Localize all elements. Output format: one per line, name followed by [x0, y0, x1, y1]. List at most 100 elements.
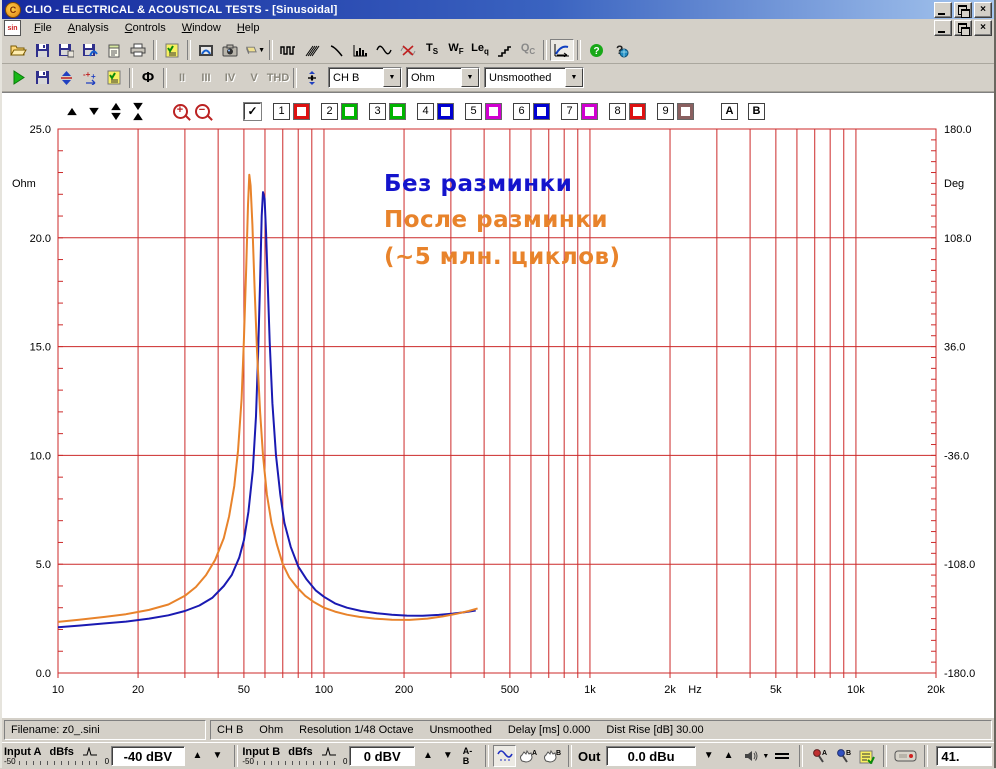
mdi-minimize-button[interactable] [934, 20, 952, 36]
harmonic-2-button[interactable]: II [170, 67, 194, 89]
movie-button[interactable] [194, 39, 218, 61]
curve-3-button[interactable]: 3 [369, 102, 386, 120]
increase-button[interactable]: ▲ [192, 750, 203, 761]
overlay-a-button[interactable]: A [721, 102, 738, 120]
unit-select[interactable]: Ohm ▼ [406, 67, 480, 88]
curve-2-button[interactable]: 2 [321, 102, 338, 120]
increase-button[interactable]: ▲ [422, 750, 433, 761]
store-overlay-button[interactable] [30, 67, 54, 89]
menu-window[interactable]: Window [181, 22, 221, 34]
erase-button[interactable]: ▼ [242, 39, 266, 61]
mdi-close-button[interactable]: × [974, 20, 992, 36]
harmonic-3-button[interactable]: III [194, 67, 218, 89]
print-button[interactable] [126, 39, 150, 61]
svg-text:10k: 10k [847, 684, 865, 696]
help-web-button[interactable]: ? [608, 39, 632, 61]
phase-button[interactable]: Φ [136, 67, 160, 89]
autorange-b-button[interactable]: B [540, 745, 564, 767]
autorange-a-button[interactable]: A [516, 745, 540, 767]
snapshot-button[interactable] [218, 39, 242, 61]
decrease-button[interactable]: ▼ [703, 750, 714, 761]
mls-analysis-button[interactable] [276, 39, 300, 61]
stop-signal-button[interactable] [396, 39, 420, 61]
curve-4-button[interactable]: 4 [417, 102, 434, 120]
settings-button[interactable] [102, 67, 126, 89]
help-button[interactable]: ? [584, 39, 608, 61]
steps-analysis-button[interactable] [492, 39, 516, 61]
increase-button[interactable]: ▲ [723, 750, 734, 761]
menu-help[interactable]: Help [236, 22, 260, 34]
menu-controls[interactable]: Controls [124, 22, 166, 34]
curve-8-button[interactable]: 8 [609, 102, 626, 120]
mic-b-button[interactable]: B [831, 745, 855, 767]
restore-button[interactable] [954, 1, 972, 18]
zoom-out-button[interactable]: − [194, 103, 210, 119]
options-button[interactable] [160, 39, 184, 61]
curve-1-color-checkbox[interactable] [293, 102, 310, 120]
marker-checkbox[interactable]: ✓ [244, 102, 261, 120]
export-graphics-button[interactable] [78, 39, 102, 61]
curve-5-color-checkbox[interactable] [485, 102, 502, 120]
minimize-button[interactable] [934, 1, 952, 18]
curve-6-button[interactable]: 6 [513, 102, 530, 120]
decrease-button[interactable]: ▼ [212, 750, 223, 761]
compress-scale-button[interactable] [130, 102, 146, 120]
generator-wave-button[interactable] [492, 745, 517, 767]
zoom-in-button[interactable]: + [172, 103, 188, 119]
close-button[interactable]: × [974, 1, 992, 18]
separator [924, 745, 929, 767]
active-curve-button[interactable] [550, 39, 574, 61]
curve-8-color-checkbox[interactable] [629, 102, 646, 120]
monitor-speaker-button[interactable] [742, 745, 762, 767]
save-button[interactable] [30, 39, 54, 61]
wf-analysis-button[interactable]: WF [444, 39, 468, 61]
curve-7-button[interactable]: 7 [561, 102, 578, 120]
notes-button[interactable] [102, 39, 126, 61]
save-as-button[interactable] [54, 39, 78, 61]
curve-7-color-checkbox[interactable] [581, 102, 598, 120]
curve-5-button[interactable]: 5 [465, 102, 482, 120]
curve-6-color-checkbox[interactable] [533, 102, 550, 120]
harmonic-4-button[interactable]: IV [218, 67, 242, 89]
phase-icon: Φ [141, 69, 155, 86]
level-lines-icon[interactable] [775, 751, 790, 761]
leq-analysis-button[interactable]: Leq [468, 39, 492, 61]
autoscale-button[interactable] [54, 67, 78, 89]
decrease-button[interactable]: ▼ [442, 750, 453, 761]
ts-analysis-button[interactable]: TS [420, 39, 444, 61]
curve-9-color-checkbox[interactable] [677, 102, 694, 120]
decay-analysis-button[interactable] [324, 39, 348, 61]
pulse-icon [321, 747, 336, 756]
divide-button[interactable] [300, 67, 324, 89]
curve-4-color-checkbox[interactable] [437, 102, 454, 120]
scale-offset-button[interactable]: -+ + [78, 67, 102, 89]
shift-up-button[interactable] [64, 103, 80, 119]
harmonic-5-button[interactable]: V [242, 67, 266, 89]
speaker-dropdown-arrow[interactable]: ▼ [762, 752, 770, 760]
curve-2-color-checkbox[interactable] [341, 102, 358, 120]
curve-1-button[interactable]: 1 [273, 102, 290, 120]
menu-file[interactable]: File [34, 22, 52, 34]
qc-analysis-button[interactable]: QC [516, 39, 540, 61]
mic-a-button[interactable]: A [807, 745, 831, 767]
menu-analysis[interactable]: Analysis [67, 22, 109, 34]
out-label: Out [578, 748, 601, 764]
overlay-b-button[interactable]: B [748, 102, 765, 120]
qc-notes-button[interactable] [855, 745, 879, 767]
shift-down-button[interactable] [86, 103, 102, 119]
checklist-icon [107, 70, 121, 85]
square-wave-icon [280, 45, 295, 55]
rta-analysis-button[interactable] [348, 39, 372, 61]
waterfall-analysis-button[interactable] [300, 39, 324, 61]
go-button[interactable] [6, 67, 30, 89]
expand-scale-button[interactable] [108, 102, 124, 120]
power-status-button[interactable] [891, 745, 921, 767]
mdi-restore-button[interactable] [954, 20, 972, 36]
curve-9-button[interactable]: 9 [657, 102, 674, 120]
curve-3-color-checkbox[interactable] [389, 102, 406, 120]
smoothing-select[interactable]: Unsmoothed ▼ [484, 67, 584, 88]
channel-select[interactable]: CH B ▼ [328, 67, 402, 88]
sinusoidal-analysis-button[interactable] [372, 39, 396, 61]
thd-button[interactable]: THD [266, 67, 290, 89]
open-button[interactable] [6, 39, 30, 61]
